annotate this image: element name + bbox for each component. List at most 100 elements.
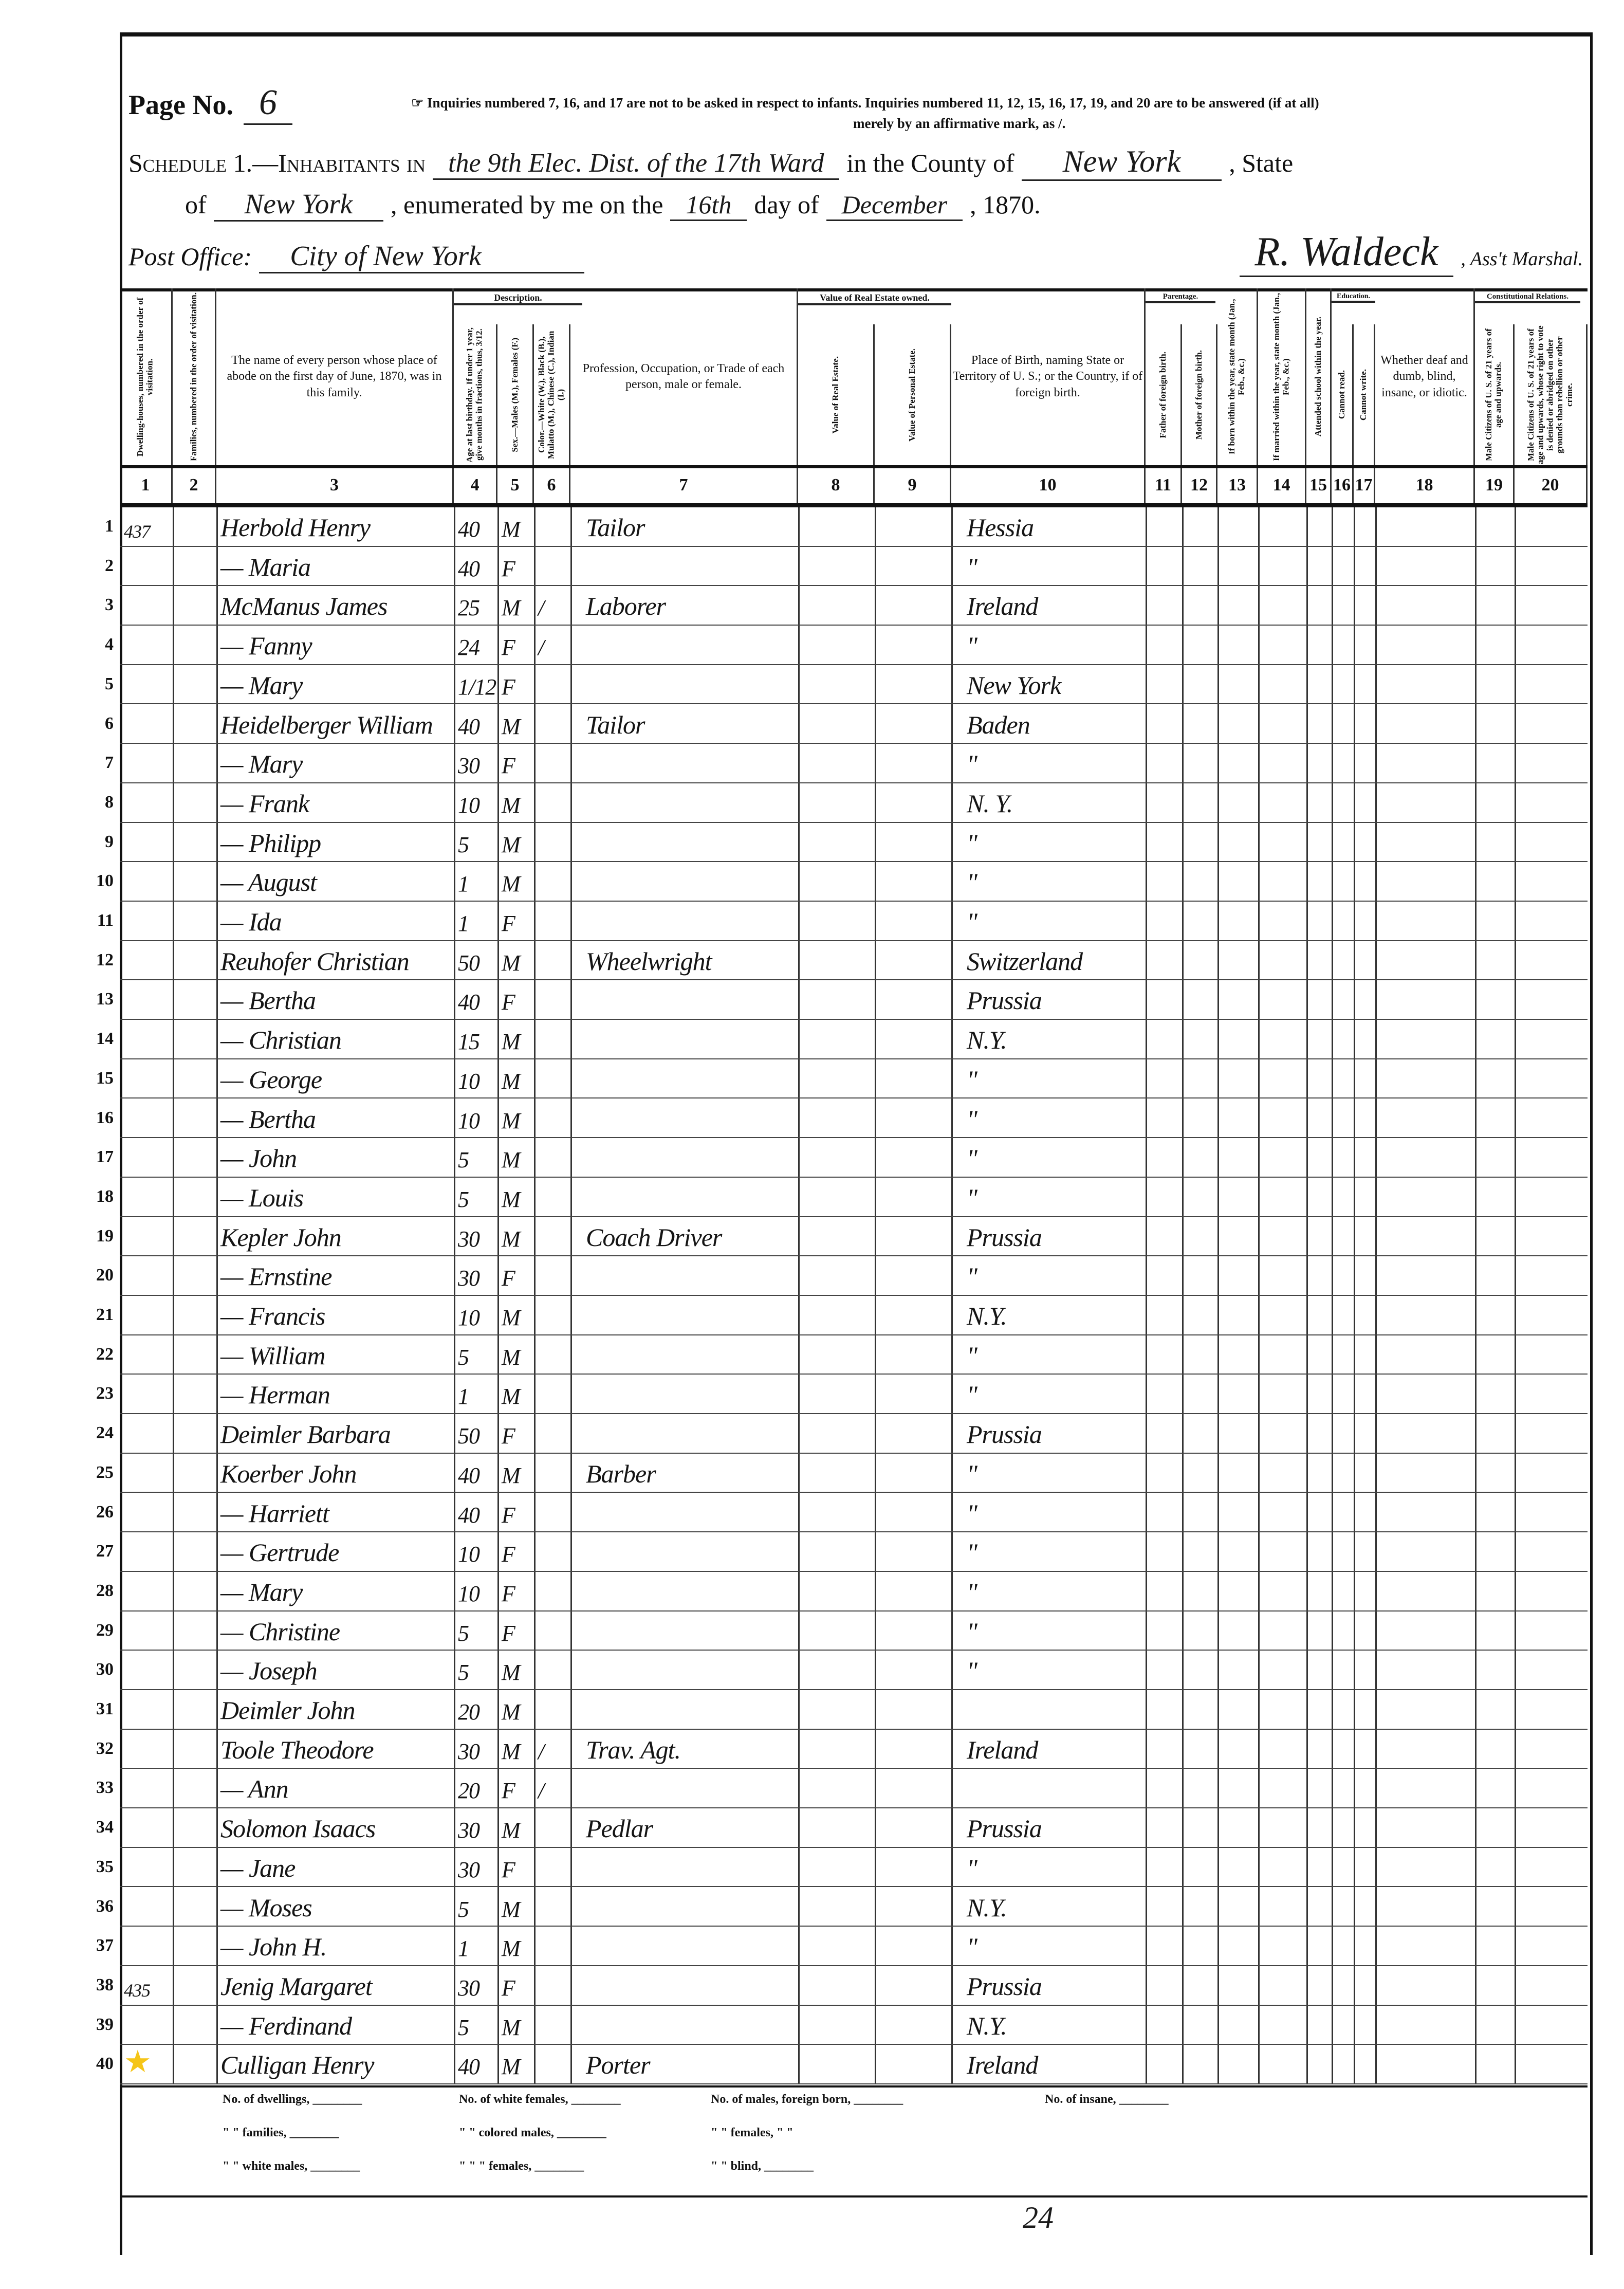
name-cell: — William [220,1341,326,1370]
column-header-label: The name of every person whose place of … [227,354,442,399]
column-divider [798,507,800,2084]
occupation-cell [586,1059,796,1098]
sex-cell: F [502,1542,515,1567]
column-divider [534,507,536,2084]
birthplace-cell: " [967,1498,977,1528]
age-cell: 40 [458,2054,480,2080]
birthplace-cell: " [967,828,977,857]
occupation-cell [586,1769,796,1808]
birthplace-cell: N.Y. [967,1302,1007,1330]
table-row: 11 — Ida 1 F " [97,902,1588,941]
column-header-12: Mother of foreign birth. [1182,324,1217,465]
sex-cell: M [502,1936,521,1962]
occupation-cell [586,1493,796,1532]
group-description: Description. [454,292,582,305]
occupation-cell [586,2006,796,2045]
birthplace-cell: Hessia [967,513,1034,542]
row-number: 8 [105,792,114,812]
sex-cell: M [502,792,521,818]
row-number: 34 [96,1818,114,1837]
color-cell [538,1020,568,1059]
sex-cell: M [502,1186,521,1212]
sex-cell: M [502,2015,521,2040]
age-cell: 25 [458,595,480,621]
table-row: 29 — Christine 5 F " [96,1612,1588,1651]
age-cell: 5 [458,832,469,857]
sex-cell: M [502,1226,521,1252]
row-number: 21 [96,1305,114,1324]
age-cell: 40 [458,517,480,542]
table-row: 7 — Mary 30 F " [105,744,1588,783]
table-row: 38 435 Jenig Margaret 30 F Prussia [96,1966,1588,2006]
column-divider [216,507,218,2084]
column-header-label: If born within the year, state month (Ja… [1227,299,1246,455]
color-cell: / [538,635,544,661]
dwelling-cell [124,1217,171,1256]
color-cell [538,547,568,586]
age-cell: 30 [458,1738,480,1764]
post-office-line: Post Office: City of New York R. Waldeck… [128,229,1583,277]
column-header-2: Families, numbered in the order of visit… [173,288,216,465]
occupation-cell [586,823,796,862]
column-header-10: Place of Birth, naming State or Territor… [951,288,1146,465]
name-cell: Deimler Barbara [220,1420,391,1449]
sex-cell: M [502,950,521,976]
dwelling-cell: 435 [124,1980,151,2001]
column-number-13: 13 [1217,465,1258,505]
name-cell: — Louis [220,1183,304,1212]
row-number: 16 [96,1108,114,1127]
column-header-label: Mother of foreign birth. [1193,350,1204,440]
dwelling-cell [124,1335,171,1375]
dwelling-cell [124,1769,171,1808]
column-header-label: Families, numbered in the order of visit… [188,292,198,462]
column-number-9: 9 [875,465,951,505]
birthplace-cell: N. Y. [967,789,1013,818]
row-number: 20 [96,1266,114,1285]
color-cell [538,744,568,783]
dwelling-cell [124,1414,171,1453]
column-number-16: 16 [1332,465,1354,505]
day-of-label: day of [754,190,819,219]
column-number-6: 6 [534,465,570,505]
age-cell: 5 [458,1344,469,1370]
age-cell: 30 [458,1266,480,1291]
occupation-cell [586,1375,796,1414]
dwelling-cell [124,1888,171,1927]
name-cell: McManus James [220,592,387,621]
dwelling-cell [124,1375,171,1414]
dwelling-cell [124,1927,171,1966]
column-number-8: 8 [798,465,875,505]
name-cell: Reuhofer Christian [220,946,410,976]
dwelling-cell [124,1493,171,1532]
occupation-cell [586,1532,796,1571]
footer-dwellings: No. of dwellings, ________ [223,2093,362,2106]
name-cell: Herbold Henry [220,513,371,542]
column-number-12: 12 [1182,465,1217,505]
age-cell: 1 [458,911,469,936]
age-cell: 30 [458,1226,480,1252]
table-row: 4 — Fanny 24 F / " [105,626,1588,665]
sex-cell: M [502,595,521,621]
occupation-cell [586,1651,796,1690]
dwelling-cell [124,1848,171,1887]
row-number: 40 [96,2054,114,2074]
footer-colored-males: " " colored males, ________ [459,2126,606,2139]
column-number-7: 7 [570,465,798,505]
age-cell: 30 [458,1857,480,1882]
birthplace-cell: " [967,1144,977,1173]
table-row: 13 — Bertha 40 F Prussia [96,980,1588,1020]
dwelling-cell [124,1099,171,1138]
dwelling-cell [124,705,171,744]
color-cell [538,1888,568,1927]
occupation-cell [586,1927,796,1966]
county-field: New York [1021,144,1222,181]
occupation-cell [586,1414,796,1453]
of-label: of [185,190,207,219]
color-cell [538,1454,568,1493]
age-cell: 1 [458,871,469,897]
color-cell [538,902,568,941]
name-cell: Kepler John [220,1222,342,1252]
name-cell: — August [220,868,317,897]
age-cell: 40 [458,1502,480,1528]
dwelling-cell [124,902,171,941]
